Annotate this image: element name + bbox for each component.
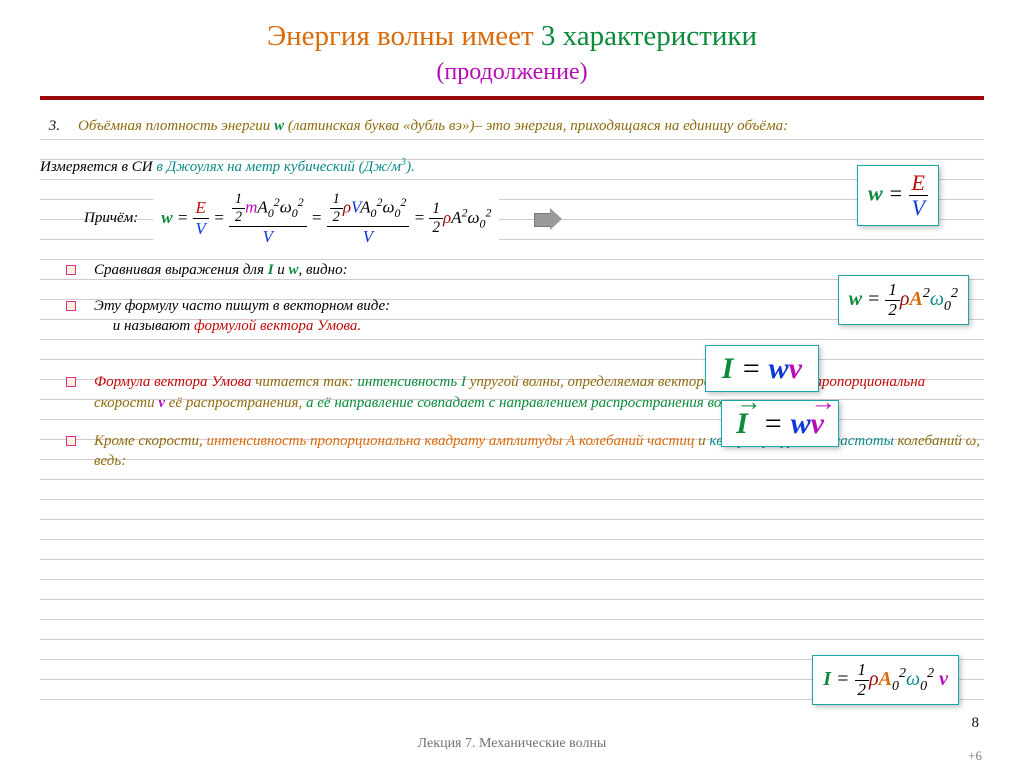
- formula-box-result: w = 12ρA2ω02: [838, 275, 969, 325]
- derivation-row: Причём: w = EV = 12mA02ω02 V = 12ρVA02ω0…: [84, 188, 984, 250]
- si-units-line: Измеряется в СИ в Джоулях на метр кубиче…: [40, 156, 984, 177]
- derivation-formula: w = EV = 12mA02ω02 V = 12ρVA02ω02 V = 12…: [153, 188, 499, 250]
- square-bullet-icon: [66, 377, 76, 387]
- square-bullet-icon: [66, 301, 76, 311]
- plus6-label: +6: [968, 748, 982, 764]
- formula-box-vector: I = wv: [721, 400, 839, 447]
- page-number: 8: [972, 715, 980, 732]
- bullet-4: Кроме скорости, интенсивность пропорцион…: [66, 431, 984, 472]
- square-bullet-icon: [66, 265, 76, 275]
- derivation-label: Причём:: [84, 208, 138, 228]
- bullet-3: Формула вектора Умова читается так: инте…: [66, 372, 984, 413]
- square-bullet-icon: [66, 436, 76, 446]
- title-part1: Энергия волны имеет: [267, 20, 534, 52]
- title-part2: 3 характеристики: [534, 20, 757, 52]
- title-underline: [40, 96, 984, 100]
- slide-title: Энергия волны имеет 3 характеристики: [40, 20, 984, 53]
- item-text: Объёмная плотность энергии w (латинская …: [78, 116, 788, 136]
- footer-text: Лекция 7. Механические волны: [0, 736, 1024, 752]
- slide-subtitle: (продолжение): [40, 59, 984, 86]
- formula-box-wEV: w = EV: [857, 165, 939, 226]
- formula-box-Iwv: I = wv: [705, 345, 819, 392]
- item-number: 3.: [40, 116, 60, 136]
- arrow-icon: [534, 209, 562, 227]
- formula-box-final: I = 12ρA02ω02 v: [812, 655, 959, 705]
- numbered-item-3: 3. Объёмная плотность энергии w (латинск…: [40, 116, 984, 136]
